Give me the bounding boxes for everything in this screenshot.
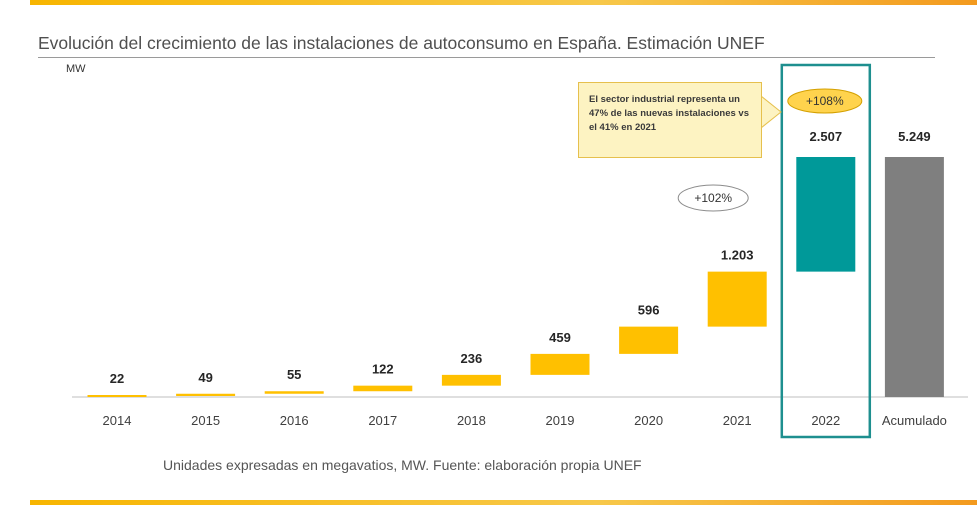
value-label-2017: 122 bbox=[372, 362, 394, 377]
value-label-2021: 1.203 bbox=[721, 248, 754, 263]
category-label-2020: 2020 bbox=[634, 413, 663, 428]
category-label-2014: 2014 bbox=[103, 413, 132, 428]
industrial-sector-callout: El sector industrial representa un 47% d… bbox=[578, 82, 762, 158]
growth-badge-2022 bbox=[787, 88, 863, 114]
bottom-accent-stripe bbox=[30, 500, 977, 505]
category-label-acumulado: Acumulado bbox=[882, 413, 947, 428]
callout-text: El sector industrial representa un 47% d… bbox=[589, 94, 750, 133]
bar-2022 bbox=[796, 157, 856, 272]
growth-badge-text-2022: +108% bbox=[806, 94, 844, 108]
value-label-2018: 236 bbox=[461, 351, 483, 366]
value-label-2019: 459 bbox=[549, 330, 571, 345]
highlight-frame-2022 bbox=[780, 63, 872, 439]
category-label-2017: 2017 bbox=[368, 413, 397, 428]
value-label-2022: 2.507 bbox=[810, 129, 843, 144]
bar-2018 bbox=[441, 374, 501, 386]
bar-2015 bbox=[176, 393, 236, 396]
bar-2017 bbox=[353, 385, 413, 392]
bar-2020 bbox=[619, 326, 679, 354]
category-label-2022: 2022 bbox=[811, 413, 840, 428]
bar-2019 bbox=[530, 353, 590, 375]
y-axis-unit-label: MW bbox=[66, 63, 86, 75]
value-label-2016: 55 bbox=[287, 367, 301, 382]
value-label-2020: 596 bbox=[638, 303, 660, 318]
value-label-2014: 22 bbox=[110, 371, 124, 386]
value-label-2015: 49 bbox=[198, 370, 212, 385]
bar-2021 bbox=[707, 271, 767, 327]
chart-title: Evolución del crecimiento de las instala… bbox=[38, 33, 765, 53]
callout-pointer bbox=[760, 94, 782, 130]
category-label-2015: 2015 bbox=[191, 413, 220, 428]
bar-acumulado bbox=[884, 157, 944, 397]
growth-badge-2021 bbox=[677, 184, 749, 212]
bar-2016 bbox=[264, 391, 324, 394]
growth-badge-text-2021: +102% bbox=[694, 191, 732, 205]
category-label-2018: 2018 bbox=[457, 413, 486, 428]
category-label-2021: 2021 bbox=[723, 413, 752, 428]
value-label-acumulado: 5.249 bbox=[898, 129, 931, 144]
category-label-2016: 2016 bbox=[280, 413, 309, 428]
category-label-2019: 2019 bbox=[546, 413, 575, 428]
source-footnote: Unidades expresadas en megavatios, MW. F… bbox=[163, 457, 642, 473]
title-divider bbox=[38, 57, 935, 58]
bar-2014 bbox=[87, 395, 147, 397]
top-accent-stripe bbox=[30, 0, 977, 5]
